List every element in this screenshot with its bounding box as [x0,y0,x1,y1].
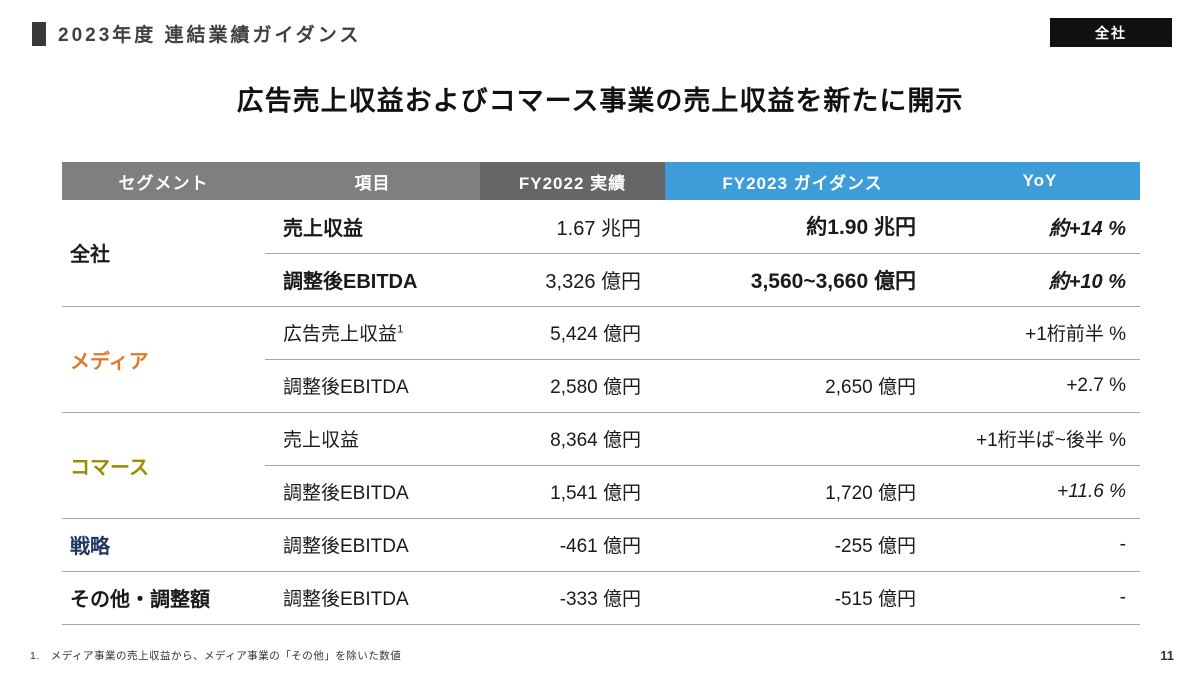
table-row: その他・調整額 調整後EBITDA -333 億円 -515 億円 - [62,571,1140,625]
segment-cell: コマース [62,412,265,519]
segment-cell: メディア [62,306,265,413]
item-cell: 調整後EBITDA [265,253,480,307]
footnote: 1. メディア事業の売上収益から、メディア事業の「その他」を除いた数値 [30,650,402,662]
item-cell: 調整後EBITDA [265,518,480,572]
fy2023-cell: 2,650 億円 [665,359,940,413]
segment-cell: 戦略 [62,518,265,572]
top-bar: 2023年度 連結業績ガイダンス 全社 [0,0,1200,47]
item-cell: 売上収益 [265,200,480,254]
table-row: メディア 広告売上収益1 5,424 億円 +1桁前半 % [62,306,1140,413]
item-cell: 調整後EBITDA [265,359,480,413]
fy2022-cell: 1,541 億円 [480,465,665,519]
col-header-fy2023: FY2023 ガイダンス [665,162,940,200]
yoy-cell: 約+10 % [940,253,1140,307]
yoy-cell: +1桁半ば~後半 % [940,412,1140,466]
fy2022-cell: -333 億円 [480,571,665,625]
yoy-cell: +1桁前半 % [940,306,1140,360]
accent-bar-icon [32,21,46,46]
segment-cell: その他・調整額 [62,571,265,625]
fy2022-cell: 5,424 億円 [480,306,665,360]
table-row: 戦略 調整後EBITDA -461 億円 -255 億円 - [62,518,1140,572]
fy2023-cell [665,306,940,360]
fy2022-cell: -461 億円 [480,518,665,572]
item-cell: 広告売上収益1 [265,306,480,360]
table-row: 調整後EBITDA 2,580 億円 2,650 億円 +2.7 % [62,359,1140,413]
table-header-row: セグメント 項目 FY2022 実績 FY2023 ガイダンス YoY [62,162,1140,200]
yoy-cell: +11.6 % [940,465,1140,519]
item-cell: 売上収益 [265,412,480,466]
fy2023-cell: -515 億円 [665,571,940,625]
col-header-segment: セグメント [62,162,265,200]
fy2023-cell: -255 億円 [665,518,940,572]
fy2022-cell: 8,364 億円 [480,412,665,466]
fy2023-cell [665,412,940,466]
yoy-cell: - [940,571,1140,625]
scope-badge: 全社 [1050,18,1172,47]
footnote-marker: 1 [397,323,404,336]
main-title: 広告売上収益およびコマース事業の売上収益を新たに開示 [236,86,964,116]
slide-header-title: 2023年度 連結業績ガイダンス [58,25,362,46]
col-header-item: 項目 [265,162,480,200]
segment-cell: 全社 [62,200,265,307]
yoy-cell: 約+14 % [940,200,1140,254]
fy2023-cell: 約1.90 兆円 [665,200,940,254]
yoy-cell: - [940,518,1140,572]
fy2023-cell: 3,560~3,660 億円 [665,253,940,307]
fy2022-cell: 1.67 兆円 [480,200,665,254]
col-header-yoy: YoY [940,162,1140,200]
col-header-fy2022: FY2022 実績 [480,162,665,200]
fy2022-cell: 3,326 億円 [480,253,665,307]
footer: 1. メディア事業の売上収益から、メディア事業の「その他」を除いた数値 11 [30,648,1174,663]
yoy-cell: +2.7 % [940,359,1140,413]
table-row: コマース 売上収益 8,364 億円 +1桁半ば~後半 % [62,412,1140,519]
item-cell: 調整後EBITDA [265,571,480,625]
table-row: 調整後EBITDA 1,541 億円 1,720 億円 +11.6 % [62,465,1140,519]
item-cell: 調整後EBITDA [265,465,480,519]
page-number: 11 [1160,648,1174,663]
fy2023-cell: 1,720 億円 [665,465,940,519]
table-row: 調整後EBITDA 3,326 億円 3,560~3,660 億円 約+10 % [62,253,1140,307]
fy2022-cell: 2,580 億円 [480,359,665,413]
table-row: 全社 売上収益 1.67 兆円 約1.90 兆円 約+14 % [62,200,1140,307]
guidance-table: セグメント 項目 FY2022 実績 FY2023 ガイダンス YoY 全社 売上… [62,162,1140,625]
